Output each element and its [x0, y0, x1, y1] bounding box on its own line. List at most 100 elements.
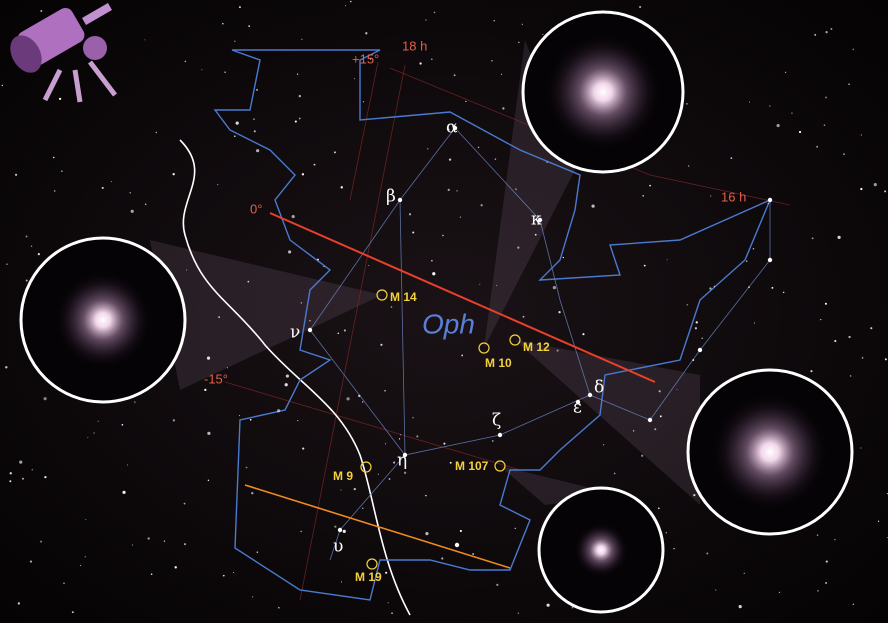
star — [126, 464, 128, 466]
star — [370, 58, 372, 60]
star — [701, 337, 703, 340]
star — [571, 606, 574, 609]
star — [358, 394, 361, 398]
star — [63, 582, 65, 585]
star — [256, 88, 259, 91]
star — [9, 480, 12, 483]
star — [323, 265, 325, 268]
star — [517, 246, 520, 249]
star — [285, 374, 290, 378]
star — [342, 529, 346, 533]
star — [291, 214, 295, 219]
star — [248, 25, 251, 27]
star — [534, 233, 537, 236]
star — [425, 494, 427, 497]
star — [235, 121, 239, 125]
star — [222, 22, 224, 25]
star — [433, 11, 436, 14]
star — [25, 235, 28, 238]
cluster-image — [710, 392, 830, 512]
ra-label: 16 h — [721, 189, 746, 204]
star — [432, 272, 436, 276]
star — [676, 389, 678, 391]
star — [706, 552, 709, 555]
star — [715, 589, 717, 591]
star — [207, 431, 211, 435]
star — [408, 213, 412, 216]
star — [340, 489, 342, 491]
star — [843, 153, 845, 155]
star — [825, 96, 827, 99]
star — [769, 105, 771, 107]
star-label: ε — [573, 398, 582, 418]
star — [849, 375, 852, 377]
object-label: M 9 — [333, 469, 353, 483]
star — [224, 71, 226, 74]
star — [825, 560, 828, 563]
star — [40, 10, 43, 12]
star — [249, 418, 252, 421]
star — [472, 552, 475, 556]
star — [97, 420, 99, 422]
star — [298, 117, 301, 120]
star — [752, 247, 755, 250]
star — [43, 397, 47, 401]
star — [492, 440, 494, 442]
star — [412, 231, 415, 234]
star — [390, 306, 393, 308]
star — [861, 356, 864, 359]
object-marker — [360, 461, 372, 473]
star — [6, 263, 8, 266]
star — [134, 401, 136, 403]
star — [814, 33, 817, 36]
star — [556, 349, 559, 352]
star — [294, 120, 297, 123]
star — [222, 574, 225, 577]
star — [496, 583, 499, 587]
star — [380, 343, 383, 346]
star — [218, 316, 220, 318]
star — [256, 149, 260, 153]
star — [101, 186, 104, 190]
star — [449, 461, 452, 464]
star — [317, 258, 319, 261]
star — [852, 603, 854, 605]
object-marker — [494, 460, 506, 472]
star — [186, 269, 188, 271]
star-label: ν — [290, 323, 300, 343]
star — [398, 438, 401, 440]
object-label: M 12 — [523, 340, 550, 354]
star — [419, 62, 422, 65]
star — [233, 571, 235, 573]
star — [300, 302, 302, 304]
star — [453, 74, 456, 77]
star — [710, 195, 712, 197]
star — [17, 602, 21, 605]
star — [817, 590, 819, 592]
object-label: M 14 — [390, 290, 417, 304]
star — [693, 493, 696, 497]
star — [302, 447, 305, 450]
star — [877, 520, 880, 522]
star — [122, 490, 126, 494]
star — [247, 280, 250, 283]
bright-star — [767, 257, 773, 263]
star — [654, 428, 657, 431]
star — [384, 443, 386, 445]
star — [443, 442, 446, 445]
star — [500, 73, 503, 75]
star-label: υ — [333, 537, 343, 557]
star — [852, 48, 855, 51]
star — [465, 100, 467, 103]
star — [834, 539, 836, 541]
object-label: M 107 — [455, 459, 489, 473]
star — [87, 437, 89, 439]
star — [71, 611, 74, 614]
bright-star — [647, 417, 653, 423]
star — [333, 151, 336, 154]
star — [309, 319, 311, 322]
star — [301, 173, 305, 176]
star — [22, 477, 24, 480]
star — [582, 333, 585, 336]
star — [785, 71, 787, 73]
